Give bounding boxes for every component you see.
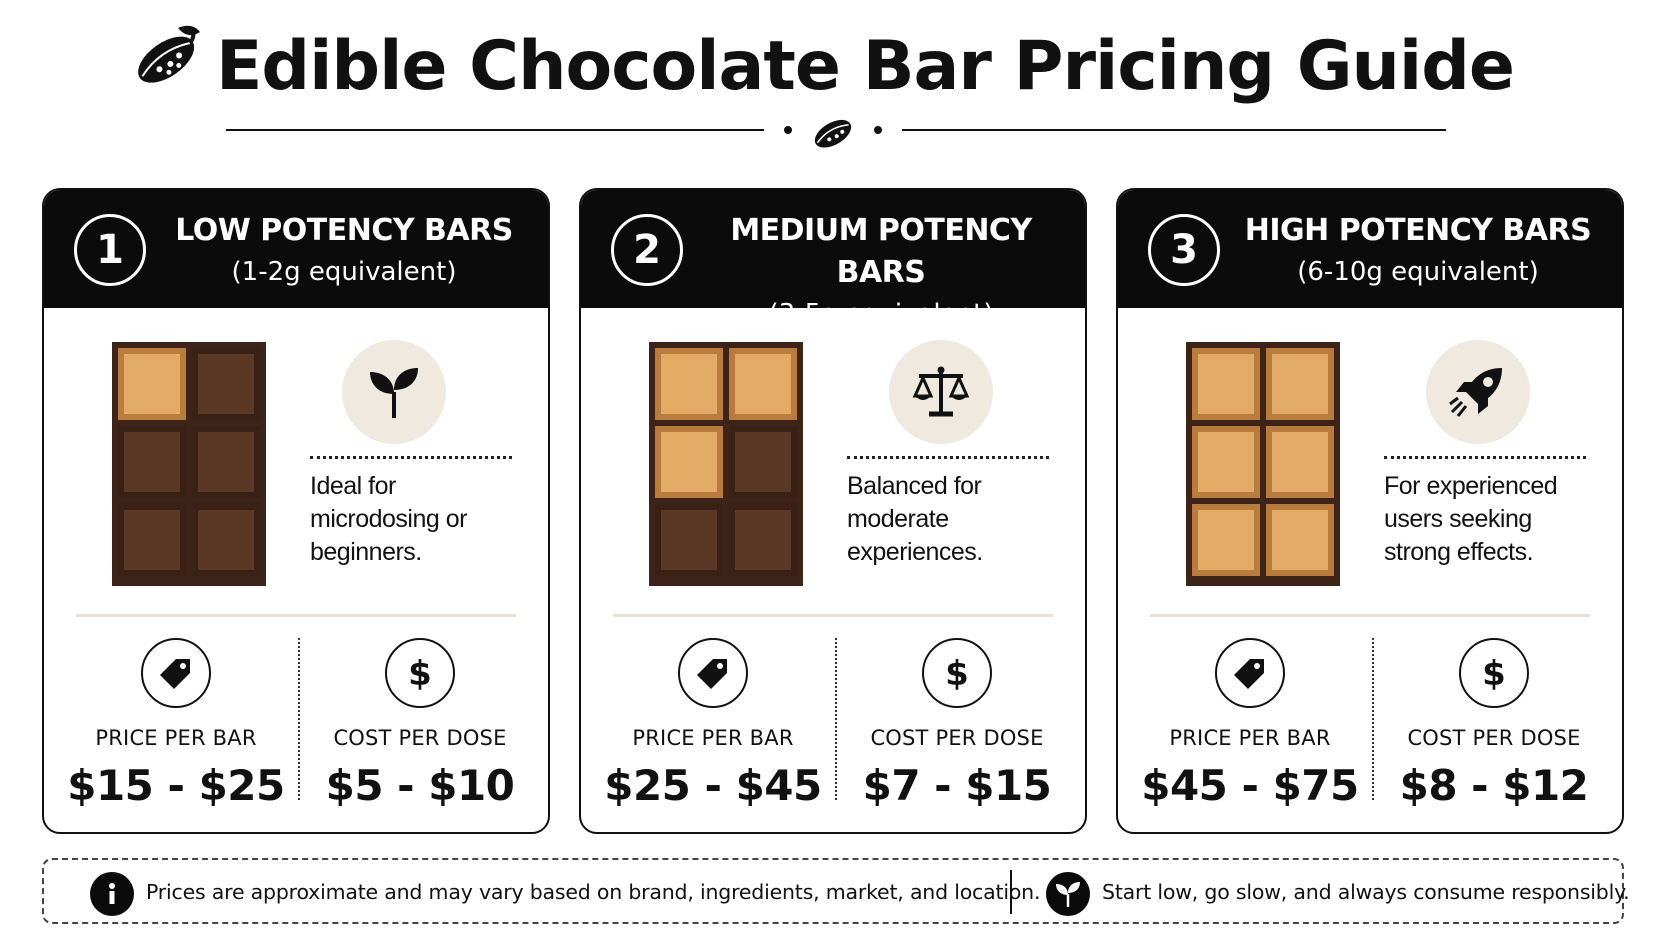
card-subtitle: (6-10g equivalent) <box>1297 257 1539 287</box>
card-header: 2 MEDIUM POTENCY BARS (3-5g equivalent) <box>581 190 1085 329</box>
sprout-icon <box>1046 872 1090 916</box>
price-tag-icon <box>678 638 748 708</box>
dose-value: $5 - $10 <box>325 761 515 810</box>
price-label: PRICE PER BAR <box>95 726 257 750</box>
dose-label: COST PER DOSE <box>1407 726 1581 750</box>
bar-piece-face <box>1198 432 1254 492</box>
bar-piece-face <box>735 510 791 570</box>
pricing-cards: 1 LOW POTENCY BARS (1-2g equivalent) Ide… <box>42 188 1624 834</box>
dose-value: $7 - $15 <box>862 761 1052 810</box>
card-subtitle: (3-5g equivalent) <box>768 299 994 329</box>
stat-divider <box>1372 638 1374 800</box>
bar-piece-face <box>1272 432 1328 492</box>
pricing-card-low: 1 LOW POTENCY BARS (1-2g equivalent) Ide… <box>42 188 550 834</box>
stat-divider <box>835 638 837 800</box>
svg-text:$: $ <box>945 654 969 693</box>
card-number: 1 <box>74 214 146 286</box>
card-title: MEDIUM POTENCY BARS <box>730 213 1032 290</box>
price-value: $45 - $75 <box>1141 761 1359 810</box>
section-divider <box>1150 614 1590 617</box>
dose-label: COST PER DOSE <box>333 726 507 750</box>
price-tag-icon <box>1215 638 1285 708</box>
bar-piece-face <box>1272 354 1328 414</box>
page-title: Edible Chocolate Bar Pricing Guide <box>215 27 1515 106</box>
bar-piece-face <box>735 354 791 414</box>
description-divider <box>310 456 512 459</box>
cost-per-dose: $ COST PER DOSE $5 - $10 <box>300 638 540 812</box>
info-icon <box>90 872 134 916</box>
price-per-bar: PRICE PER BAR $25 - $45 <box>593 638 833 812</box>
pricing-card-medium: 2 MEDIUM POTENCY BARS (3-5g equivalent) … <box>579 188 1087 834</box>
disclaimer-note: Prices are approximate and may vary base… <box>146 880 1041 904</box>
card-description: Balanced for moderate experiences. <box>847 472 983 566</box>
chocolate-bar-graphic <box>649 342 803 586</box>
card-header: 1 LOW POTENCY BARS (1-2g equivalent) <box>44 190 548 308</box>
title-divider <box>226 119 1446 148</box>
card-description: For experienced users seeking strong eff… <box>1384 472 1558 566</box>
bar-piece-face <box>1198 510 1254 570</box>
price-label: PRICE PER BAR <box>632 726 794 750</box>
price-per-bar: PRICE PER BAR $15 - $25 <box>56 638 296 812</box>
bar-piece-face <box>661 510 717 570</box>
rocket-icon <box>1426 340 1530 444</box>
disclaimer-footer: Prices are approximate and may vary base… <box>42 858 1630 924</box>
cost-per-dose: $ COST PER DOSE $8 - $12 <box>1374 638 1614 812</box>
card-subtitle: (1-2g equivalent) <box>231 257 457 287</box>
price-value: $25 - $45 <box>604 761 822 810</box>
bar-piece-face <box>1272 510 1328 570</box>
sprout-icon <box>342 340 446 444</box>
card-number: 2 <box>611 214 683 286</box>
pricing-card-high: 3 HIGH POTENCY BARS (6-10g equivalent) F… <box>1116 188 1624 834</box>
bar-piece-face <box>124 354 180 414</box>
footer-divider <box>1010 870 1012 914</box>
bar-piece-face <box>124 432 180 492</box>
bar-piece-face <box>661 432 717 492</box>
chocolate-bar-graphic <box>112 342 266 586</box>
safety-tip: Start low, go slow, and always consume r… <box>1102 880 1630 904</box>
bar-piece-face <box>198 432 254 492</box>
bar-piece-face <box>198 510 254 570</box>
scales-icon <box>889 340 993 444</box>
bar-piece-face <box>198 354 254 414</box>
section-divider <box>613 614 1053 617</box>
dollar-icon: $ <box>385 638 455 708</box>
dose-value: $8 - $12 <box>1399 761 1589 810</box>
price-label: PRICE PER BAR <box>1169 726 1331 750</box>
bar-piece-face <box>1198 354 1254 414</box>
page-header: Edible Chocolate Bar Pricing Guide <box>0 0 1672 170</box>
chocolate-bar-graphic <box>1186 342 1340 586</box>
description-divider <box>1384 456 1586 459</box>
bar-piece-face <box>661 354 717 414</box>
svg-text:$: $ <box>408 654 432 693</box>
card-header: 3 HIGH POTENCY BARS (6-10g equivalent) <box>1118 190 1622 308</box>
price-per-bar: PRICE PER BAR $45 - $75 <box>1130 638 1370 812</box>
card-description: Ideal for microdosing or beginners. <box>310 472 467 566</box>
cacao-pod-icon <box>138 25 200 83</box>
svg-text:$: $ <box>1482 654 1506 693</box>
card-number: 3 <box>1148 214 1220 286</box>
dollar-icon: $ <box>922 638 992 708</box>
bar-piece-face <box>124 510 180 570</box>
bar-piece-face <box>735 432 791 492</box>
cost-per-dose: $ COST PER DOSE $7 - $15 <box>837 638 1077 812</box>
price-tag-icon <box>141 638 211 708</box>
dose-label: COST PER DOSE <box>870 726 1044 750</box>
description-divider <box>847 456 1049 459</box>
card-title: LOW POTENCY BARS <box>175 213 513 248</box>
stat-divider <box>298 638 300 800</box>
dollar-icon: $ <box>1459 638 1529 708</box>
section-divider <box>76 614 516 617</box>
price-value: $15 - $25 <box>67 761 285 810</box>
card-title: HIGH POTENCY BARS <box>1244 213 1592 248</box>
